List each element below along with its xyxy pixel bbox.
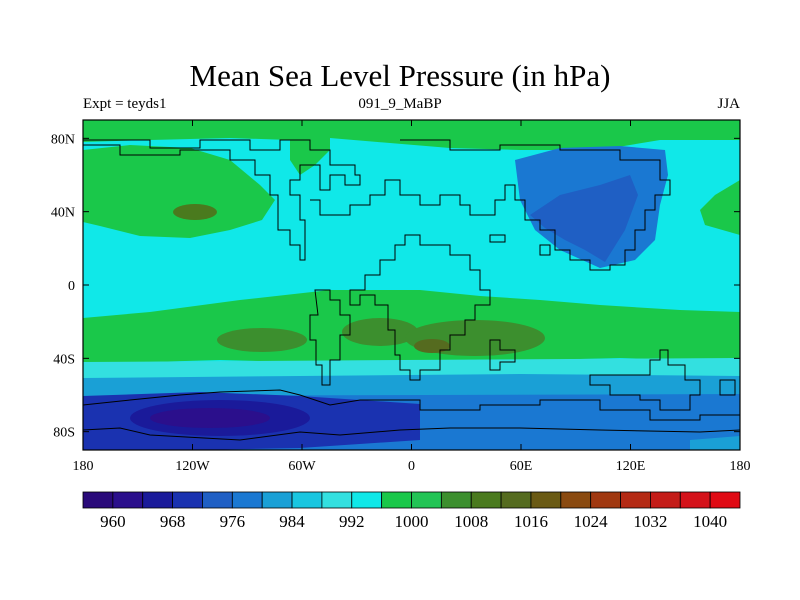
period-label: 091_9_MaBP — [358, 96, 442, 112]
colorbar-swatch — [470, 491, 502, 509]
colorbar-swatch — [381, 491, 412, 509]
colorbar-swatch — [411, 491, 442, 509]
colorbar-swatch — [709, 491, 741, 509]
colorbar-label: 984 — [279, 512, 305, 531]
map-title: Mean Sea Level Pressure (in hPa) — [189, 58, 611, 93]
lon-tick-label: 120W — [175, 459, 210, 474]
colorbar-label: 976 — [220, 512, 246, 531]
colorbar-label: 968 — [160, 512, 186, 531]
colorbar-swatch — [231, 491, 263, 509]
lon-tick-label: 60W — [288, 459, 316, 474]
colorbar-swatch — [351, 491, 383, 509]
colorbar-label: 1032 — [633, 512, 667, 531]
pressure-field — [83, 120, 740, 450]
lat-tick-label: 0 — [68, 279, 75, 294]
colorbar-label: 960 — [100, 512, 126, 531]
lat-tick-label: 80S — [53, 426, 75, 441]
colorbar-label: 1040 — [693, 512, 727, 531]
colorbar-swatch — [560, 491, 592, 509]
latitude-axis: 80N 40N 0 40S 80S — [51, 132, 740, 441]
colorbar: 960 968 976 984 992 1000 1008 1016 1024 1032 1040 — [82, 491, 741, 531]
colorbar-swatch — [679, 491, 711, 509]
colorbar-label: 1008 — [454, 512, 488, 531]
colorbar-swatch — [530, 491, 562, 509]
lat-tick-label: 80N — [51, 132, 75, 147]
lat-tick-label: 40N — [51, 206, 75, 221]
lon-tick-label: 60E — [510, 459, 533, 474]
lon-tick-label: 180 — [73, 459, 94, 474]
lon-tick-label: 0 — [408, 459, 415, 474]
colorbar-swatch — [172, 491, 203, 509]
colorbar-label: 1024 — [574, 512, 609, 531]
colorbar-swatch — [620, 491, 651, 509]
colorbar-swatch — [261, 491, 293, 509]
colorbar-swatch — [440, 491, 472, 509]
colorbar-label: 1016 — [514, 512, 548, 531]
colorbar-label: 992 — [339, 512, 365, 531]
colorbar-swatch — [321, 491, 353, 509]
colorbar-label: 1000 — [395, 512, 429, 531]
coastlines — [83, 139, 740, 441]
colorbar-swatch — [590, 491, 621, 509]
colorbar-swatch — [202, 491, 233, 509]
longitude-axis: 180 120W 60W 0 60E 120E 180 — [73, 120, 751, 474]
lon-tick-label: 120E — [616, 459, 646, 474]
colorbar-swatch — [500, 491, 532, 509]
colorbar-swatch — [112, 491, 144, 509]
colorbar-swatch — [82, 491, 114, 509]
lat-tick-label: 40S — [53, 352, 75, 367]
lon-tick-label: 180 — [730, 459, 751, 474]
colorbar-swatch — [142, 491, 173, 509]
colorbar-swatch — [650, 491, 681, 509]
season-label: JJA — [717, 96, 740, 112]
colorbar-swatch — [291, 491, 323, 509]
experiment-label: Expt = teyds1 — [83, 96, 167, 112]
